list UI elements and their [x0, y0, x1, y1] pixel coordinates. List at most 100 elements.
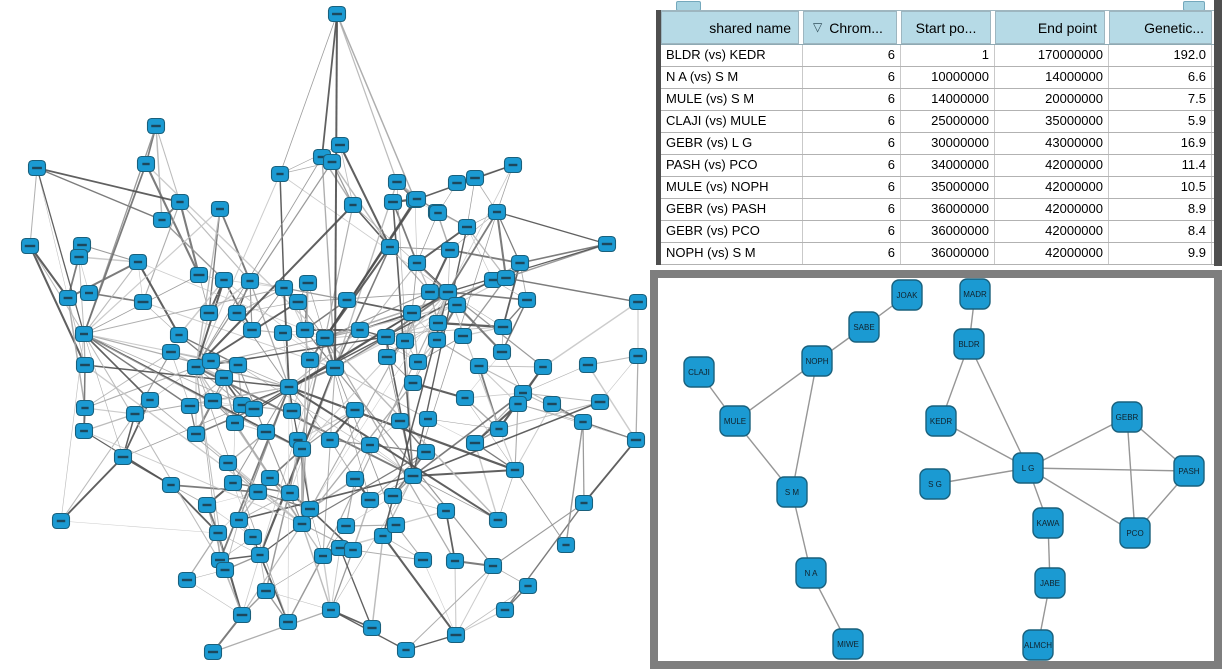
column-header-shared-name[interactable]: shared name [661, 11, 799, 44]
network-node[interactable] [495, 601, 515, 619]
network-node[interactable] [240, 272, 260, 290]
network-node[interactable] [408, 353, 428, 371]
network-node[interactable] [574, 494, 594, 512]
network-node[interactable] [465, 169, 485, 187]
sort-indicator-icon[interactable]: ▽ [813, 19, 823, 34]
network-node[interactable] [320, 431, 340, 449]
overview-network-canvas[interactable] [0, 0, 656, 669]
network-node[interactable] [214, 369, 234, 387]
network-node[interactable] [128, 253, 148, 271]
network-node[interactable] [186, 425, 206, 443]
network-node[interactable] [518, 577, 538, 595]
network-node-almch[interactable]: ALMCH [1022, 629, 1054, 661]
network-node[interactable] [505, 461, 525, 479]
network-node[interactable] [189, 266, 209, 284]
network-node[interactable] [315, 329, 335, 347]
network-node[interactable] [232, 606, 252, 624]
network-node[interactable] [626, 431, 646, 449]
network-node[interactable] [300, 500, 320, 518]
network-node[interactable] [597, 235, 617, 253]
network-node[interactable] [402, 304, 422, 322]
network-node[interactable] [274, 279, 294, 297]
network-node[interactable] [244, 400, 264, 418]
network-node[interactable] [250, 546, 270, 564]
network-node[interactable] [210, 200, 230, 218]
network-node-s-g[interactable]: S G [919, 468, 951, 500]
network-node[interactable] [447, 174, 467, 192]
table-row[interactable]: N A (vs) S M 6 10000000 14000000 6.6 [661, 67, 1214, 89]
network-node[interactable] [628, 347, 648, 365]
network-node[interactable] [403, 467, 423, 485]
network-node[interactable] [493, 318, 513, 336]
network-node[interactable] [573, 413, 593, 431]
network-node[interactable] [336, 517, 356, 535]
overview-network-panel[interactable] [0, 0, 656, 669]
network-node[interactable] [510, 254, 530, 272]
network-node[interactable] [79, 284, 99, 302]
network-node[interactable] [161, 343, 181, 361]
network-node[interactable] [218, 454, 238, 472]
table-row[interactable]: PASH (vs) PCO 6 34000000 42000000 11.4 [661, 155, 1214, 177]
network-node[interactable] [483, 557, 503, 575]
network-node-pco[interactable]: PCO [1119, 517, 1151, 549]
network-node[interactable] [300, 351, 320, 369]
network-node[interactable] [280, 484, 300, 502]
node-shape[interactable] [925, 405, 957, 437]
node-shape[interactable] [795, 557, 827, 589]
network-node[interactable] [282, 402, 302, 420]
network-node[interactable] [377, 348, 397, 366]
network-node[interactable] [350, 321, 370, 339]
node-shape[interactable] [776, 476, 808, 508]
detail-network-canvas[interactable]: JOAK MADR SABE NOPH CLAJI BLDR MULE KEDR GEBR PAS… [658, 278, 1214, 661]
network-node[interactable] [228, 356, 248, 374]
network-node[interactable] [140, 391, 160, 409]
network-node[interactable] [628, 293, 648, 311]
network-node[interactable] [360, 491, 380, 509]
network-node[interactable] [418, 410, 438, 428]
network-node[interactable] [197, 496, 217, 514]
network-node[interactable] [292, 440, 312, 458]
network-node-pash[interactable]: PASH [1173, 455, 1205, 487]
network-node[interactable] [416, 443, 436, 461]
network-node[interactable] [360, 436, 380, 454]
network-node[interactable] [343, 541, 363, 559]
network-node[interactable] [345, 470, 365, 488]
network-node[interactable] [223, 474, 243, 492]
network-node[interactable] [288, 293, 308, 311]
network-node[interactable] [362, 619, 382, 637]
network-node-joak[interactable]: JOAK [891, 279, 923, 311]
network-node[interactable] [113, 448, 133, 466]
network-node[interactable] [256, 423, 276, 441]
network-node-gebr[interactable]: GEBR [1111, 401, 1143, 433]
network-node[interactable] [446, 626, 466, 644]
network-node[interactable] [146, 117, 166, 135]
network-node[interactable] [186, 358, 206, 376]
node-shape[interactable] [1173, 455, 1205, 487]
network-node[interactable] [292, 515, 312, 533]
network-node[interactable] [133, 293, 153, 311]
network-node-jabe[interactable]: JABE [1034, 567, 1066, 599]
network-node-n-a[interactable]: N A [795, 557, 827, 589]
network-node[interactable] [229, 511, 249, 529]
network-node[interactable] [407, 254, 427, 272]
network-node-kawa[interactable]: KAWA [1032, 507, 1064, 539]
network-node[interactable] [58, 289, 78, 307]
node-shape[interactable] [832, 628, 864, 660]
network-node[interactable] [407, 190, 427, 208]
network-node[interactable] [243, 528, 263, 546]
network-node[interactable] [487, 203, 507, 221]
network-node[interactable] [295, 321, 315, 339]
network-node[interactable] [199, 304, 219, 322]
network-node[interactable] [343, 196, 363, 214]
network-node[interactable] [161, 476, 181, 494]
node-shape[interactable] [1119, 517, 1151, 549]
table-row[interactable]: BLDR (vs) KEDR 6 1 170000000 192.0 [661, 45, 1214, 67]
network-node[interactable] [508, 395, 528, 413]
network-node[interactable] [215, 561, 235, 579]
network-node[interactable] [403, 374, 423, 392]
node-shape[interactable] [801, 345, 833, 377]
network-node[interactable] [256, 582, 276, 600]
network-node[interactable] [75, 356, 95, 374]
network-node[interactable] [208, 524, 228, 542]
node-shape[interactable] [1111, 401, 1143, 433]
